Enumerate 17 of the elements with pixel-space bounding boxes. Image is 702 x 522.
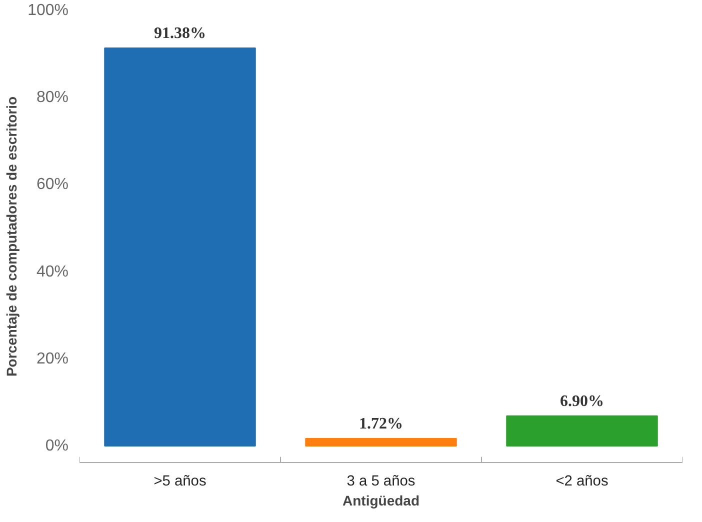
data-label: 6.90% <box>560 392 604 410</box>
y-axis-title: Porcentaje de computadores de escritorio <box>4 96 20 377</box>
bar <box>506 415 658 446</box>
x-tick-label: >5 años <box>154 474 206 490</box>
y-tick-label: 80% <box>36 89 69 106</box>
x-tick-label: 3 a 5 años <box>346 474 416 490</box>
bar <box>305 438 457 446</box>
data-label: 91.38% <box>154 25 206 42</box>
x-tick-label: <2 años <box>556 474 608 490</box>
y-tick-label: 60% <box>36 176 69 194</box>
x-axis-title: Antigüedad <box>342 492 420 508</box>
y-tick-label: 0% <box>45 437 68 454</box>
y-tick-label: 40% <box>36 263 69 280</box>
bar <box>104 48 256 446</box>
y-tick-label: 20% <box>36 350 69 368</box>
y-tick-label: 100% <box>28 2 68 19</box>
data-label: 1.72% <box>359 415 403 432</box>
